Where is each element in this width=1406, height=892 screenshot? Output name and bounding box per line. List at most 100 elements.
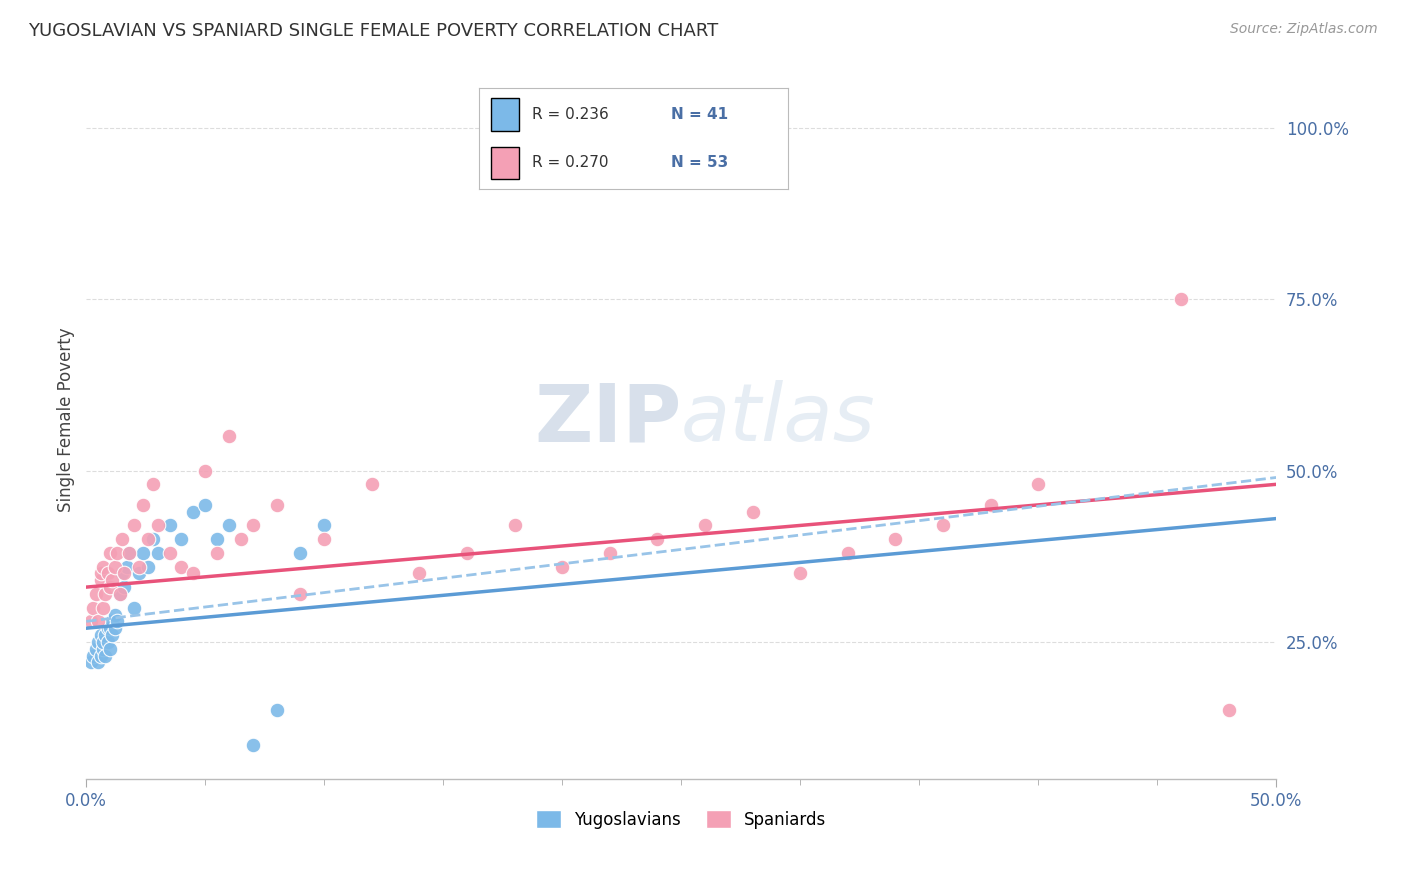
Point	[80, 615, 103, 629]
Point	[146, 546, 169, 560]
Point	[87, 656, 110, 670]
Point	[105, 546, 128, 560]
Point	[94, 648, 117, 663]
Point	[266, 703, 288, 717]
Point	[91, 635, 114, 649]
Point	[82, 600, 104, 615]
Point	[1026, 477, 1049, 491]
Point	[1218, 703, 1240, 717]
Point	[91, 559, 114, 574]
Point	[118, 546, 141, 560]
Point	[98, 580, 121, 594]
Text: ZIP: ZIP	[534, 380, 681, 458]
Point	[170, 559, 193, 574]
Point	[101, 615, 124, 629]
Point	[456, 546, 478, 560]
Text: YUGOSLAVIAN VS SPANIARD SINGLE FEMALE POVERTY CORRELATION CHART: YUGOSLAVIAN VS SPANIARD SINGLE FEMALE PO…	[28, 22, 718, 40]
Point	[90, 648, 112, 663]
Point	[98, 641, 121, 656]
Point	[194, 498, 217, 512]
Point	[837, 546, 859, 560]
Point	[90, 628, 112, 642]
Legend: Yugoslavians, Spaniards: Yugoslavians, Spaniards	[529, 804, 834, 835]
Point	[101, 628, 124, 642]
Point	[159, 546, 181, 560]
Point	[599, 546, 621, 560]
Point	[932, 518, 955, 533]
Point	[136, 559, 159, 574]
Point	[266, 498, 288, 512]
Point	[142, 477, 165, 491]
Point	[112, 566, 135, 581]
Point	[98, 621, 121, 635]
Point	[159, 518, 181, 533]
Point	[112, 580, 135, 594]
Point	[242, 738, 264, 752]
Text: atlas: atlas	[681, 380, 876, 458]
Point	[87, 615, 110, 629]
Point	[90, 574, 112, 588]
Point	[789, 566, 811, 581]
Point	[242, 518, 264, 533]
Text: Source: ZipAtlas.com: Source: ZipAtlas.com	[1230, 22, 1378, 37]
Point	[97, 566, 120, 581]
Point	[80, 656, 103, 670]
Point	[91, 600, 114, 615]
Point	[91, 641, 114, 656]
Point	[142, 532, 165, 546]
Point	[104, 621, 127, 635]
Point	[360, 477, 382, 491]
Point	[1170, 293, 1192, 307]
Point	[105, 615, 128, 629]
Point	[980, 498, 1002, 512]
Point	[108, 587, 131, 601]
Point	[132, 546, 155, 560]
Point	[314, 518, 336, 533]
Y-axis label: Single Female Poverty: Single Female Poverty	[58, 327, 75, 512]
Point	[94, 628, 117, 642]
Point	[741, 505, 763, 519]
Point	[111, 532, 134, 546]
Point	[84, 641, 107, 656]
Point	[693, 518, 716, 533]
Point	[884, 532, 907, 546]
Point	[194, 464, 217, 478]
Point	[82, 648, 104, 663]
Point	[122, 518, 145, 533]
Point	[503, 518, 526, 533]
Point	[170, 532, 193, 546]
Point	[314, 532, 336, 546]
Point	[108, 587, 131, 601]
Point	[647, 532, 669, 546]
Point	[122, 600, 145, 615]
Point	[115, 559, 138, 574]
Point	[128, 559, 150, 574]
Point	[218, 429, 240, 443]
Point	[118, 546, 141, 560]
Point	[183, 505, 205, 519]
Point	[229, 532, 252, 546]
Point	[408, 566, 430, 581]
Point	[132, 498, 155, 512]
Point	[90, 566, 112, 581]
Point	[218, 518, 240, 533]
Point	[290, 587, 312, 601]
Point	[97, 621, 120, 635]
Point	[136, 532, 159, 546]
Point	[104, 607, 127, 622]
Point	[551, 559, 574, 574]
Point	[205, 532, 228, 546]
Point	[104, 559, 127, 574]
Point	[111, 566, 134, 581]
Point	[94, 587, 117, 601]
Point	[84, 587, 107, 601]
Point	[205, 546, 228, 560]
Point	[128, 566, 150, 581]
Point	[101, 574, 124, 588]
Point	[98, 546, 121, 560]
Point	[146, 518, 169, 533]
Point	[290, 546, 312, 560]
Point	[87, 635, 110, 649]
Point	[183, 566, 205, 581]
Point	[97, 635, 120, 649]
